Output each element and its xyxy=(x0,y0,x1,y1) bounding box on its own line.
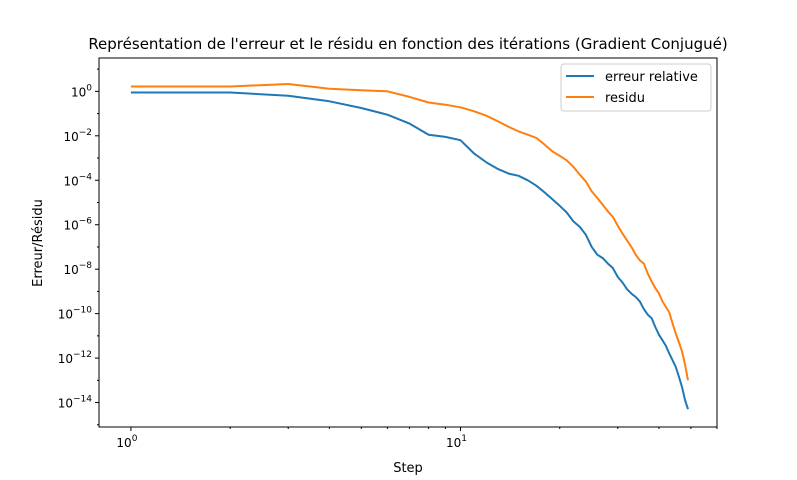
y-tick-label: 10−10 xyxy=(58,306,93,322)
legend-box xyxy=(560,63,712,112)
legend-label-residu: residu xyxy=(605,91,645,106)
x-tick-label: 100 xyxy=(116,434,137,450)
y-tick-label: 10−4 xyxy=(63,172,92,188)
x-axis-label: Step xyxy=(393,461,423,476)
legend: erreur relative residu xyxy=(560,63,712,112)
y-tick-label: 10−8 xyxy=(63,261,92,277)
chart-title: Représentation de l'erreur et le résidu … xyxy=(88,35,727,53)
plot-frame xyxy=(98,57,718,428)
y-axis-label: Erreur/Résidu xyxy=(31,199,46,287)
series-layer xyxy=(130,83,689,410)
y-axis-ticks: 100 10−2 10−4 10−6 10−8 10−10 10−12 10−14 xyxy=(58,68,99,426)
series-line-residu xyxy=(130,83,689,381)
y-tick-label: 10−2 xyxy=(63,128,92,144)
y-tick-label: 10−6 xyxy=(63,217,92,233)
x-axis-ticks: 100 101 xyxy=(116,427,718,450)
y-tick-label: 100 xyxy=(71,83,92,99)
y-tick-label: 10−14 xyxy=(58,395,93,411)
x-tick-label: 101 xyxy=(446,434,467,450)
series-line-erreur-relative xyxy=(130,91,689,410)
y-tick-label: 10−12 xyxy=(58,350,92,366)
legend-label-erreur-relative: erreur relative xyxy=(605,70,698,85)
